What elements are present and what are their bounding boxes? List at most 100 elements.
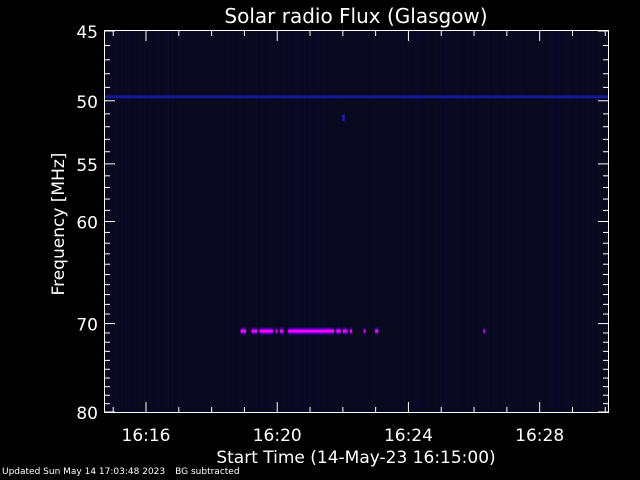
- noise-stripe: [468, 31, 469, 412]
- noise-stripe: [404, 31, 405, 412]
- noise-stripe: [582, 31, 583, 412]
- constant-interference-line: [105, 95, 608, 99]
- noise-stripe: [144, 31, 145, 412]
- y-tick-label: 80: [76, 404, 98, 424]
- noise-stripe: [454, 31, 455, 412]
- noise-stripe: [284, 31, 285, 412]
- noise-stripe: [420, 31, 421, 412]
- burst-segment: [240, 329, 247, 333]
- noise-stripe: [324, 31, 325, 412]
- noise-stripe: [282, 31, 283, 412]
- y-tick-label: 60: [76, 214, 98, 234]
- noise-stripe: [520, 31, 521, 412]
- burst-segment: [375, 329, 379, 333]
- noise-stripe: [256, 31, 257, 412]
- chart-title: Solar radio Flux (Glasgow): [224, 4, 487, 28]
- noise-stripe: [122, 31, 123, 412]
- noise-stripe: [558, 31, 559, 412]
- noise-stripe: [296, 31, 297, 412]
- y-tick-label: 55: [76, 156, 98, 176]
- burst-segment: [259, 329, 273, 333]
- noise-stripe: [464, 31, 465, 412]
- noise-stripe: [172, 31, 173, 412]
- noise-stripe: [294, 31, 295, 412]
- noise-stripe: [488, 31, 489, 412]
- x-tick-label: 16:24: [384, 426, 433, 446]
- noise-stripe: [126, 31, 127, 412]
- status-footer: Updated Sun May 14 17:03:48 2023 BG subtr…: [2, 467, 250, 477]
- burst-segment: [342, 329, 348, 333]
- noise-stripe: [576, 31, 577, 412]
- noise-stripe: [116, 31, 117, 412]
- noise-stripe: [290, 31, 291, 412]
- noise-stripe: [184, 31, 185, 412]
- noise-stripe: [416, 31, 417, 412]
- noise-stripe: [130, 31, 131, 412]
- noise-stripe: [550, 31, 551, 412]
- noise-stripe: [194, 31, 195, 412]
- noise-stripe: [320, 31, 321, 412]
- plot-area: [105, 31, 608, 412]
- noise-stripe: [246, 31, 247, 412]
- noise-stripe: [506, 31, 507, 412]
- noise-stripe: [444, 31, 445, 412]
- noise-stripe: [534, 31, 535, 412]
- noise-stripe: [374, 31, 375, 412]
- noise-stripe: [486, 31, 487, 412]
- plot-frame: [104, 30, 609, 413]
- noise-texture: [110, 31, 601, 412]
- noise-stripe: [588, 31, 589, 412]
- noise-stripe: [402, 31, 403, 412]
- noise-stripe: [446, 31, 447, 412]
- noise-stripe: [440, 31, 441, 412]
- noise-stripe: [270, 31, 271, 412]
- plot-background: [105, 31, 608, 412]
- axes: 45 50 55 60 70 80 16:16 16:20 16:24 16:28: [76, 23, 608, 446]
- x-tick-label: 16:20: [253, 426, 302, 446]
- burst-segment: [483, 329, 485, 333]
- noise-stripe: [298, 31, 299, 412]
- y-tick-label: 50: [76, 93, 98, 113]
- background-note: BG subtracted: [175, 467, 240, 477]
- noise-stripe: [272, 31, 273, 412]
- noise-stripe: [436, 31, 437, 412]
- noise-stripe: [206, 31, 207, 412]
- noise-stripe: [134, 31, 135, 412]
- noise-stripe: [150, 31, 151, 412]
- noise-stripe: [394, 31, 395, 412]
- noise-stripe: [592, 31, 593, 412]
- x-axis-label: Start Time (14-May-23 16:15:00): [216, 448, 495, 468]
- x-tick-label: 16:28: [515, 426, 564, 446]
- signal-spot: [341, 114, 345, 121]
- noise-stripe: [128, 31, 129, 412]
- noise-stripe: [262, 31, 263, 412]
- y-axis-label: Frequency [MHz]: [49, 153, 69, 296]
- noise-stripe: [418, 31, 419, 412]
- noise-stripe: [156, 31, 157, 412]
- noise-stripe: [466, 31, 467, 412]
- noise-stripe: [140, 31, 141, 412]
- noise-stripe: [458, 31, 459, 412]
- updated-timestamp: Updated Sun May 14 17:03:48 2023: [2, 467, 166, 477]
- noise-stripe: [210, 31, 211, 412]
- noise-stripe: [508, 31, 509, 412]
- noise-stripe: [496, 31, 497, 412]
- noise-stripe: [590, 31, 591, 412]
- noise-stripe: [554, 31, 555, 412]
- noise-stripe: [514, 31, 515, 412]
- y-tick-label: 70: [76, 316, 98, 336]
- burst-segment: [336, 329, 341, 333]
- noise-stripe: [318, 31, 319, 412]
- noise-stripe: [408, 31, 409, 412]
- noise-stripe: [552, 31, 553, 412]
- noise-stripe: [304, 31, 305, 412]
- noise-stripe: [428, 31, 429, 412]
- noise-stripe: [168, 31, 169, 412]
- noise-stripe: [568, 31, 569, 412]
- noise-stripe: [158, 31, 159, 412]
- noise-stripe: [322, 31, 323, 412]
- noise-stripe: [240, 31, 241, 412]
- noise-stripe: [180, 31, 181, 412]
- noise-stripe: [338, 31, 339, 412]
